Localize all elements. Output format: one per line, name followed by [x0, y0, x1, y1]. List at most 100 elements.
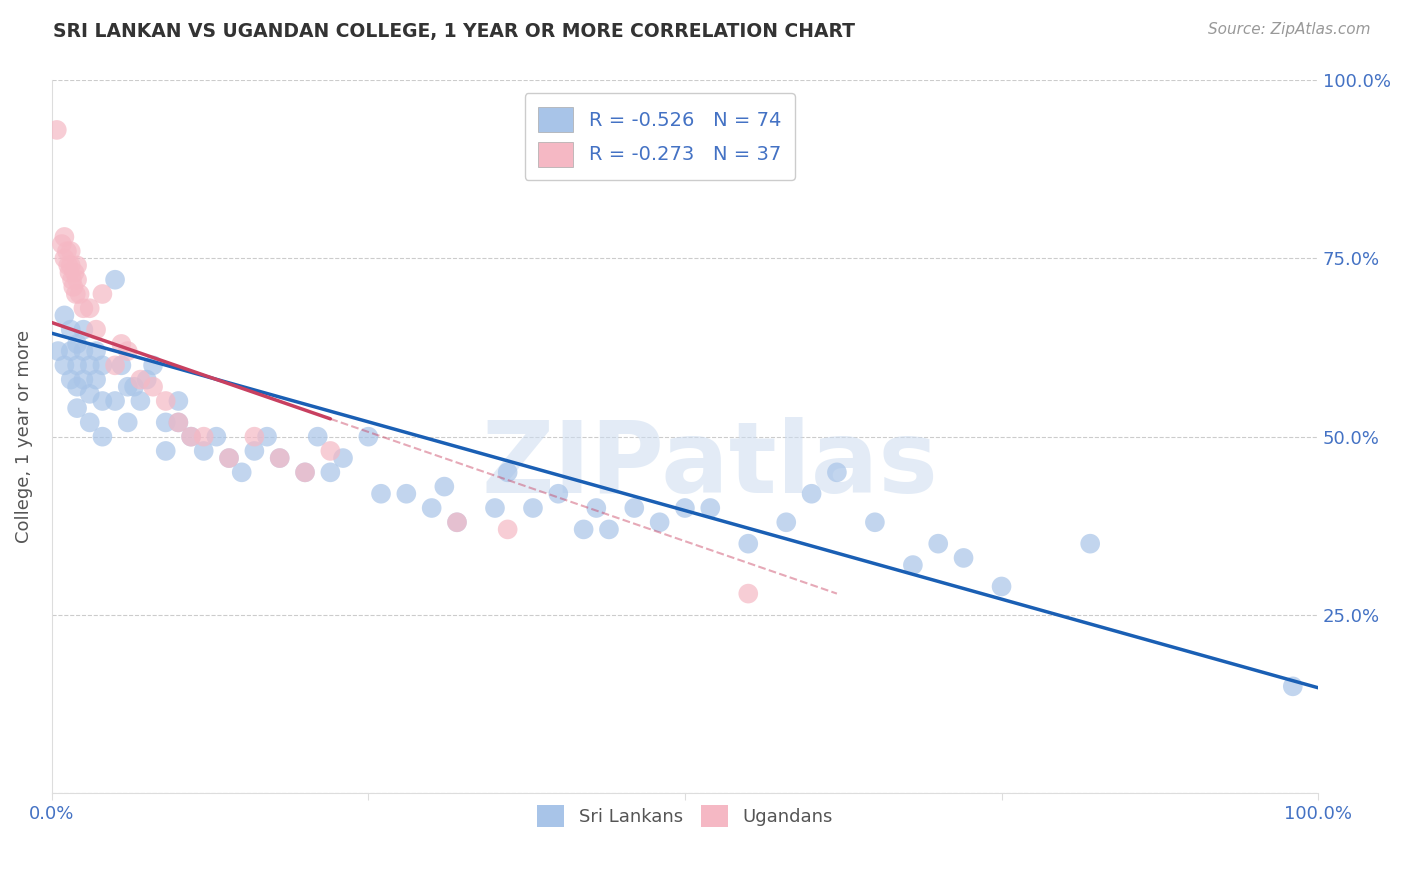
Point	[84, 373, 107, 387]
Point	[66, 259, 89, 273]
Point	[952, 550, 974, 565]
Point	[648, 516, 671, 530]
Point	[53, 309, 76, 323]
Point	[69, 287, 91, 301]
Point	[1078, 536, 1101, 550]
Point	[79, 301, 101, 316]
Point	[45, 123, 67, 137]
Point	[522, 501, 544, 516]
Point	[243, 430, 266, 444]
Point	[51, 237, 73, 252]
Point	[53, 359, 76, 373]
Point	[129, 373, 152, 387]
Point	[104, 394, 127, 409]
Point	[927, 536, 949, 550]
Point	[193, 430, 215, 444]
Point	[63, 266, 86, 280]
Point	[357, 430, 380, 444]
Point	[180, 430, 202, 444]
Point	[59, 244, 82, 259]
Point	[91, 287, 114, 301]
Point	[53, 252, 76, 266]
Point	[72, 373, 94, 387]
Point	[135, 373, 157, 387]
Point	[395, 487, 418, 501]
Point	[370, 487, 392, 501]
Point	[433, 480, 456, 494]
Point	[65, 287, 87, 301]
Point	[58, 266, 80, 280]
Point	[332, 451, 354, 466]
Point	[110, 337, 132, 351]
Point	[60, 273, 83, 287]
Point	[901, 558, 924, 572]
Text: SRI LANKAN VS UGANDAN COLLEGE, 1 YEAR OR MORE CORRELATION CHART: SRI LANKAN VS UGANDAN COLLEGE, 1 YEAR OR…	[53, 22, 855, 41]
Point	[59, 323, 82, 337]
Point	[59, 373, 82, 387]
Point	[84, 323, 107, 337]
Point	[231, 466, 253, 480]
Point	[122, 380, 145, 394]
Point	[79, 416, 101, 430]
Point	[484, 501, 506, 516]
Point	[180, 430, 202, 444]
Point	[294, 466, 316, 480]
Point	[72, 301, 94, 316]
Point	[243, 444, 266, 458]
Point	[167, 416, 190, 430]
Point	[117, 380, 139, 394]
Point	[155, 394, 177, 409]
Point	[59, 259, 82, 273]
Point	[319, 466, 342, 480]
Y-axis label: College, 1 year or more: College, 1 year or more	[15, 330, 32, 543]
Point	[863, 516, 886, 530]
Point	[66, 337, 89, 351]
Point	[496, 466, 519, 480]
Point	[699, 501, 721, 516]
Point	[800, 487, 823, 501]
Point	[104, 273, 127, 287]
Point	[205, 430, 228, 444]
Point	[572, 523, 595, 537]
Point	[446, 516, 468, 530]
Point	[294, 466, 316, 480]
Point	[142, 359, 165, 373]
Point	[585, 501, 607, 516]
Point	[167, 416, 190, 430]
Point	[825, 466, 848, 480]
Point	[72, 344, 94, 359]
Point	[142, 380, 165, 394]
Text: ZIPatlas: ZIPatlas	[482, 417, 939, 514]
Point	[66, 273, 89, 287]
Point	[547, 487, 569, 501]
Point	[775, 516, 797, 530]
Point	[193, 444, 215, 458]
Point	[66, 380, 89, 394]
Text: Source: ZipAtlas.com: Source: ZipAtlas.com	[1208, 22, 1371, 37]
Point	[155, 416, 177, 430]
Point	[91, 359, 114, 373]
Point	[218, 451, 240, 466]
Point	[218, 451, 240, 466]
Point	[79, 359, 101, 373]
Point	[117, 416, 139, 430]
Point	[1281, 679, 1303, 693]
Point	[307, 430, 329, 444]
Point	[737, 586, 759, 600]
Point	[53, 230, 76, 244]
Point	[72, 323, 94, 337]
Point	[256, 430, 278, 444]
Point	[420, 501, 443, 516]
Point	[319, 444, 342, 458]
Point	[91, 394, 114, 409]
Legend: Sri Lankans, Ugandans: Sri Lankans, Ugandans	[530, 797, 839, 834]
Point	[110, 359, 132, 373]
Point	[56, 244, 79, 259]
Point	[58, 259, 80, 273]
Point	[117, 344, 139, 359]
Point	[673, 501, 696, 516]
Point	[66, 359, 89, 373]
Point	[623, 501, 645, 516]
Point	[155, 444, 177, 458]
Point	[79, 387, 101, 401]
